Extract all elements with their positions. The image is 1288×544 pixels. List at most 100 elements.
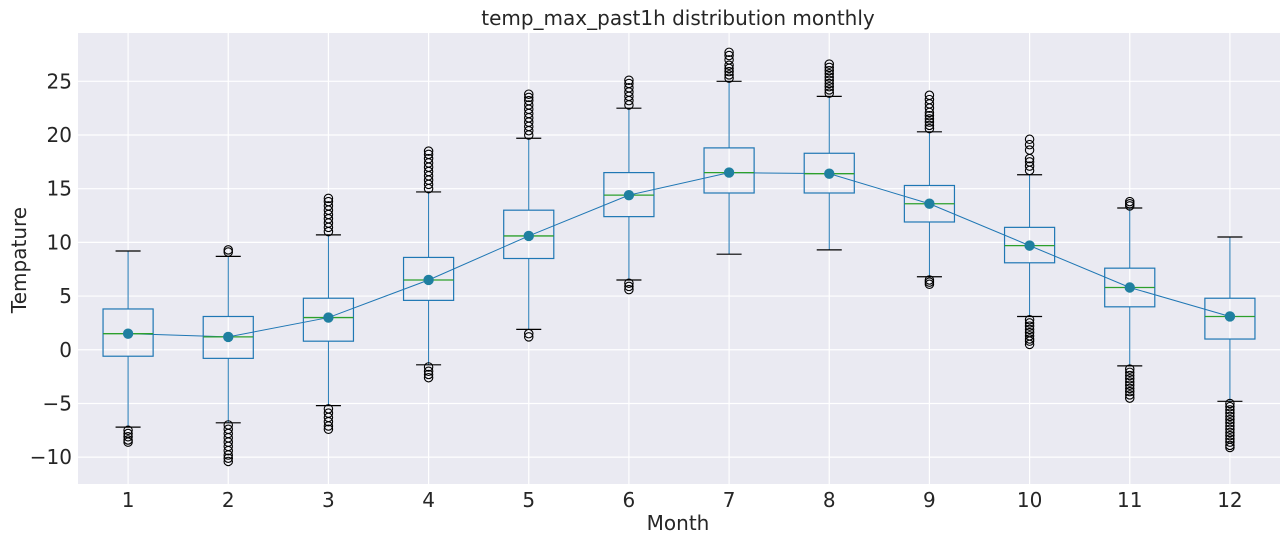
iqr-box: [402, 256, 455, 301]
outlier-point: [724, 47, 734, 58]
outlier-point: [323, 193, 334, 204]
box-layer: [102, 47, 1256, 467]
outlier-point: [223, 445, 234, 456]
box-month-6: [603, 75, 655, 295]
outlier-point: [423, 153, 434, 164]
outlier-point: [1225, 442, 1235, 453]
outlier-point: [624, 75, 634, 85]
outlier-point: [1225, 398, 1235, 409]
x-axis-label: Month: [647, 511, 710, 535]
outlier-point: [523, 89, 534, 99]
x-tick-label: 9: [923, 488, 936, 512]
outlier-point: [624, 83, 634, 93]
outlier-point: [1125, 370, 1135, 381]
outlier-point: [523, 92, 534, 103]
outlier-point: [523, 100, 534, 110]
outlier-point: [1024, 157, 1035, 167]
outlier-point: [1225, 414, 1235, 425]
outlier-point: [1125, 380, 1135, 390]
outlier-point: [1024, 324, 1035, 335]
outlier-point: [824, 69, 834, 79]
y-tick-label: 15: [47, 177, 72, 201]
iqr-box: [503, 209, 555, 260]
outlier-point: [624, 284, 634, 295]
mean-marker: [223, 331, 234, 343]
outlier-point: [1225, 424, 1235, 434]
mean-marker-layer: [122, 167, 1236, 343]
y-tick-label: −5: [43, 391, 72, 415]
mean-marker: [623, 189, 635, 201]
outlier-point: [1225, 418, 1235, 428]
outlier-point: [924, 120, 935, 131]
outlier-point: [824, 75, 834, 85]
outlier-point: [523, 332, 534, 342]
outlier-point: [123, 437, 133, 447]
x-tick-label: 10: [1017, 488, 1042, 512]
y-tick-label: −10: [30, 445, 72, 469]
outlier-point: [223, 450, 234, 460]
outlier-point: [924, 94, 935, 105]
outlier-point: [423, 372, 434, 383]
outlier-point: [323, 416, 334, 427]
mean-marker: [122, 328, 134, 339]
outlier-point: [223, 453, 234, 463]
outlier-point: [523, 328, 534, 339]
outlier-point: [724, 70, 734, 80]
x-tick-label: 7: [723, 488, 736, 512]
outlier-point: [323, 201, 334, 211]
outlier-point: [423, 369, 434, 380]
outlier-point: [1024, 314, 1035, 325]
outlier-point: [724, 66, 734, 77]
mean-trend-line: [128, 172, 1231, 338]
y-tick-label: 25: [47, 69, 72, 93]
outlier-point: [1125, 393, 1135, 403]
outlier-point: [1125, 386, 1135, 397]
outlier-point: [1225, 401, 1235, 412]
plot-area: [78, 33, 1280, 484]
box-month-3: [302, 193, 355, 434]
outlier-point: [1125, 364, 1135, 374]
box-month-2: [202, 245, 254, 467]
outlier-point: [924, 114, 935, 124]
outlier-point: [724, 50, 734, 61]
outlier-point: [724, 60, 734, 70]
outlier-point: [824, 85, 834, 95]
x-tick-label: 4: [422, 488, 435, 512]
box-month-7: [703, 47, 755, 255]
outlier-point: [1024, 161, 1035, 171]
outlier-point: [924, 279, 935, 290]
chart-title: temp_max_past1h distribution monthly: [481, 6, 875, 30]
box-month-8: [803, 59, 855, 251]
box-month-9: [903, 90, 956, 290]
outlier-point: [323, 424, 334, 434]
iqr-box: [703, 147, 755, 194]
outlier-point: [223, 456, 234, 467]
x-tick-label: 8: [823, 488, 836, 512]
outlier-point: [1225, 437, 1235, 447]
outlier-point: [1125, 196, 1135, 207]
outlier-point: [824, 88, 834, 98]
outlier-point: [924, 117, 935, 127]
outlier-point: [1024, 339, 1035, 350]
outlier-point: [523, 95, 534, 106]
outlier-point: [1024, 145, 1035, 155]
outlier-point: [824, 65, 834, 76]
outlier-point: [924, 123, 935, 134]
box-month-11: [1104, 196, 1156, 403]
outlier-point: [1024, 336, 1035, 346]
outlier-point: [1125, 383, 1135, 394]
outlier-point: [724, 55, 734, 65]
mean-marker: [523, 230, 534, 242]
mean-marker: [924, 198, 935, 209]
box-month-10: [1003, 134, 1056, 350]
outlier-point: [824, 78, 834, 89]
mean-marker: [423, 274, 434, 286]
outlier-point: [1024, 139, 1035, 150]
outlier-point: [223, 245, 234, 255]
outlier-point: [1125, 377, 1135, 387]
y-tick-label: 0: [59, 338, 72, 362]
mean-marker: [824, 168, 835, 179]
outlier-point: [423, 366, 434, 376]
outlier-point: [824, 62, 834, 73]
